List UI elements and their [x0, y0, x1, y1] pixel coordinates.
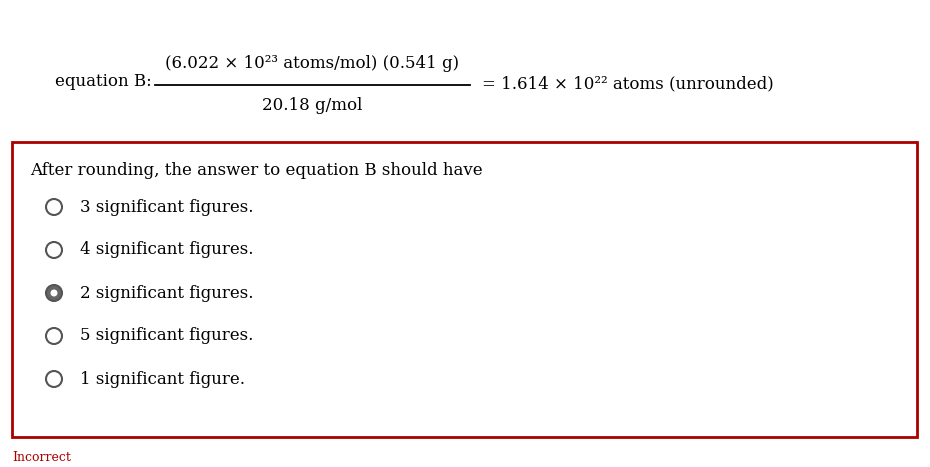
Circle shape: [46, 285, 62, 301]
Circle shape: [46, 242, 62, 258]
Text: 20.18 g/mol: 20.18 g/mol: [262, 97, 363, 114]
Text: equation B:: equation B:: [55, 73, 152, 91]
Text: Incorrect: Incorrect: [12, 451, 71, 464]
FancyBboxPatch shape: [12, 142, 917, 437]
Text: 5 significant figures.: 5 significant figures.: [80, 327, 253, 345]
Circle shape: [46, 199, 62, 215]
Text: 4 significant figures.: 4 significant figures.: [80, 241, 254, 259]
Circle shape: [50, 290, 58, 297]
Text: 1 significant figure.: 1 significant figure.: [80, 370, 245, 388]
Text: After rounding, the answer to equation B should have: After rounding, the answer to equation B…: [30, 162, 483, 179]
Text: (6.022 × 10²³ atoms/mol) (0.541 g): (6.022 × 10²³ atoms/mol) (0.541 g): [166, 55, 459, 72]
Text: 3 significant figures.: 3 significant figures.: [80, 198, 254, 215]
Text: 2 significant figures.: 2 significant figures.: [80, 284, 254, 302]
Circle shape: [46, 328, 62, 344]
Circle shape: [46, 371, 62, 387]
Text: = 1.614 × 10²² atoms (unrounded): = 1.614 × 10²² atoms (unrounded): [482, 76, 774, 92]
